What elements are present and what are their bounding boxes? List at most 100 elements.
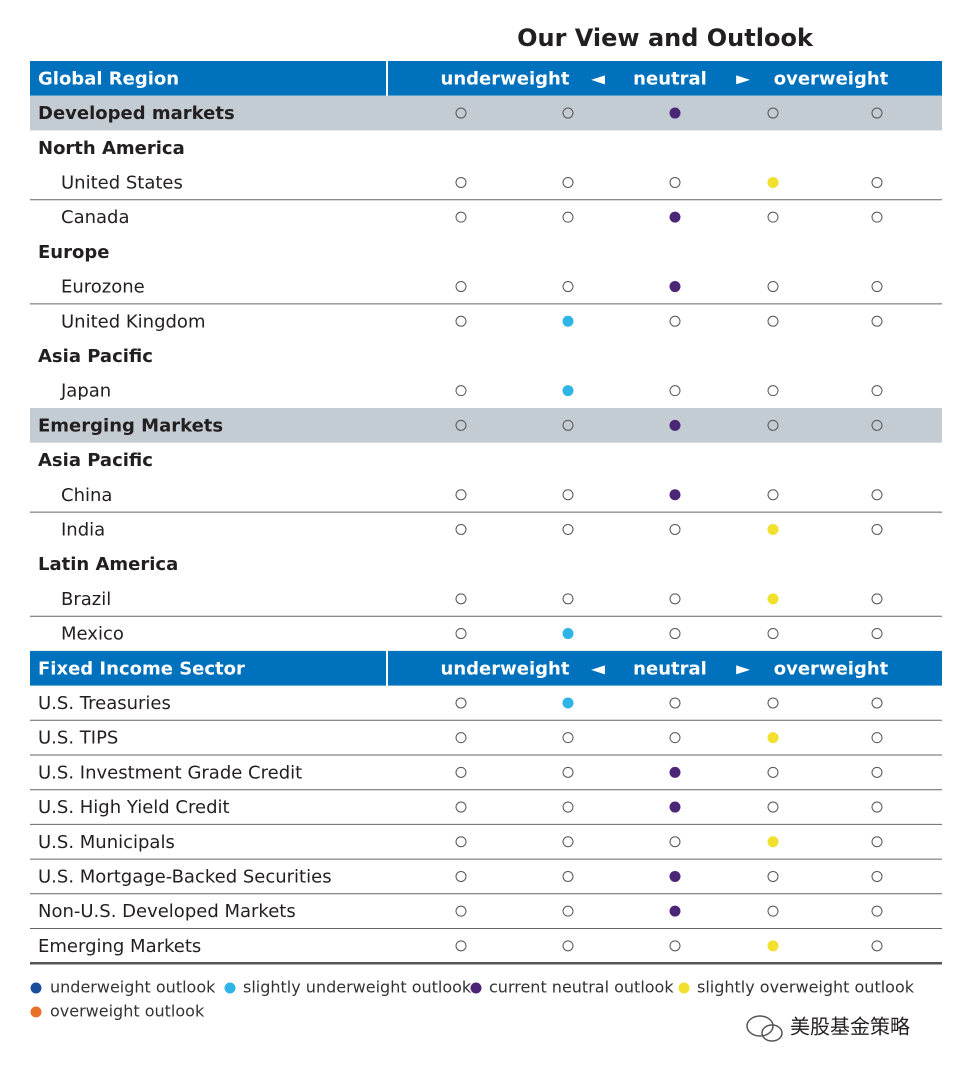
legend-dot (470, 982, 482, 994)
empty-dot (562, 766, 574, 778)
empty-dot (455, 593, 467, 605)
empty-dot (455, 385, 467, 397)
empty-dot (871, 523, 883, 535)
row-label: Asia Pacific (38, 450, 153, 471)
empty-dot (767, 281, 779, 293)
empty-dot (562, 905, 574, 917)
empty-dot (871, 281, 883, 293)
empty-dot (455, 628, 467, 640)
empty-dot (871, 836, 883, 848)
row-label: Canada (61, 207, 130, 228)
row-label: Eurozone (61, 277, 145, 298)
legend-label: current neutral outlook (489, 978, 674, 997)
rating-dot (767, 732, 779, 744)
empty-dot (669, 385, 681, 397)
header-column: underweight (441, 68, 570, 89)
row-label: Latin America (38, 554, 178, 575)
empty-dot (455, 836, 467, 848)
empty-dot (767, 766, 779, 778)
rating-dot (669, 905, 681, 917)
empty-dot (562, 419, 574, 431)
row-label: United States (61, 172, 183, 193)
empty-dot (455, 870, 467, 882)
rating-dot (669, 766, 681, 778)
rating-dot (767, 523, 779, 535)
empty-dot (669, 593, 681, 605)
watermark: 美股基金策略 (790, 1015, 910, 1039)
empty-dot (455, 315, 467, 327)
empty-dot (871, 176, 883, 188)
header-label: Fixed Income Sector (38, 658, 245, 679)
row-label: U.S. Mortgage-Backed Securities (38, 866, 332, 887)
legend-dot (30, 1006, 42, 1018)
empty-dot (455, 732, 467, 744)
row-label: Japan (60, 381, 111, 402)
empty-dot (455, 176, 467, 188)
empty-dot (669, 628, 681, 640)
empty-dot (669, 732, 681, 744)
header-column: ◄ (591, 68, 605, 89)
empty-dot (767, 385, 779, 397)
empty-dot (767, 419, 779, 431)
empty-dot (767, 315, 779, 327)
row-label: Emerging Markets (38, 936, 201, 957)
rating-dot (767, 836, 779, 848)
rating-dot (669, 107, 681, 119)
row-label: U.S. Municipals (38, 832, 175, 853)
empty-dot (562, 523, 574, 535)
header-column: neutral (633, 68, 707, 89)
header-column: ► (736, 658, 750, 679)
empty-dot (871, 905, 883, 917)
rating-dot (669, 419, 681, 431)
row-label: Mexico (61, 624, 124, 645)
empty-dot (767, 905, 779, 917)
empty-dot (562, 489, 574, 501)
empty-dot (871, 801, 883, 813)
empty-dot (562, 801, 574, 813)
rating-dot (669, 281, 681, 293)
empty-dot (562, 211, 574, 223)
empty-dot (871, 697, 883, 709)
group-band (30, 95, 942, 131)
rating-dot (767, 593, 779, 605)
group-band (30, 408, 942, 443)
empty-dot (455, 211, 467, 223)
rating-dot (562, 628, 574, 640)
empty-dot (767, 628, 779, 640)
header-column: underweight (441, 658, 570, 679)
empty-dot (767, 211, 779, 223)
empty-dot (455, 419, 467, 431)
empty-dot (871, 593, 883, 605)
header-label: Global Region (38, 68, 179, 89)
empty-dot (562, 107, 574, 119)
header-bar (30, 61, 942, 96)
empty-dot (767, 697, 779, 709)
empty-dot (669, 523, 681, 535)
empty-dot (562, 836, 574, 848)
legend-dot (30, 982, 42, 994)
rating-dot (562, 697, 574, 709)
empty-dot (455, 801, 467, 813)
empty-dot (871, 211, 883, 223)
empty-dot (871, 315, 883, 327)
header-bar (30, 650, 942, 686)
empty-dot (871, 385, 883, 397)
empty-dot (871, 107, 883, 119)
row-label: Developed markets (38, 103, 235, 124)
empty-dot (871, 870, 883, 882)
header-column: overweight (774, 658, 889, 679)
row-label: China (61, 485, 112, 506)
empty-dot (562, 940, 574, 952)
empty-dot (669, 176, 681, 188)
empty-dot (871, 489, 883, 501)
legend-label: overweight outlook (50, 1002, 205, 1021)
empty-dot (767, 107, 779, 119)
rating-dot (669, 801, 681, 813)
legend-dot (224, 982, 236, 994)
row-label: North America (38, 138, 185, 159)
empty-dot (767, 489, 779, 501)
legend-label: slightly underweight outlook (243, 978, 472, 997)
empty-dot (455, 905, 467, 917)
legend-dot (678, 982, 690, 994)
